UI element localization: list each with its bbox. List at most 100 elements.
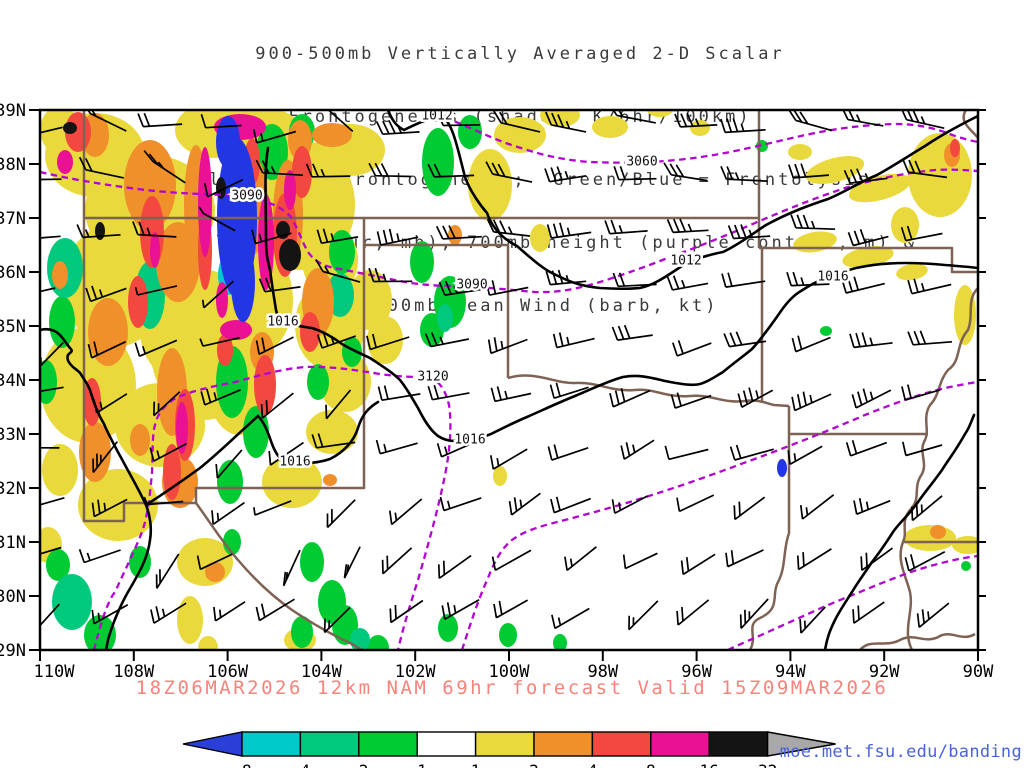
frontogenesis-blob (216, 177, 226, 199)
lon-tick-label: 108W (113, 662, 155, 682)
frontogenesis-blob (216, 116, 240, 168)
wind-barb (427, 163, 475, 178)
frontogenesis-blob (46, 549, 70, 581)
wind-barb (620, 439, 655, 460)
wind-barb (901, 441, 943, 457)
wind-barb (791, 391, 832, 412)
state-border (364, 243, 510, 378)
frontogenesis-blob (788, 144, 812, 160)
wind-barb (435, 225, 482, 240)
wind-barb (87, 111, 127, 132)
wind-barb (438, 280, 481, 296)
wind-barb (196, 553, 233, 571)
colorbar-label: 2 (529, 761, 539, 768)
wind-barb (437, 554, 472, 579)
wind-barb (436, 440, 477, 458)
frontogenesis-blob (198, 636, 218, 649)
wind-barb (676, 599, 710, 626)
wind-barb (255, 336, 294, 356)
wind-barb (841, 276, 885, 294)
wind-barb (550, 496, 592, 514)
wind-barb (41, 603, 60, 626)
colorbar-label: 4 (588, 761, 598, 768)
wind-barb (325, 389, 352, 420)
wind-barb (305, 163, 351, 178)
frontogenesis-blob (243, 406, 269, 458)
wind-barb (613, 166, 657, 181)
wind-barb (676, 494, 715, 513)
mslp-contour-label: 1012 (670, 254, 701, 269)
colorbar-label: -4 (291, 761, 310, 768)
wind-barb (790, 214, 836, 231)
lat-tick-label: 37N (0, 209, 26, 229)
frontogenesis-blob (438, 614, 458, 642)
wind-barb (666, 218, 709, 234)
frontogenesis-blob (176, 402, 188, 454)
frontogenesis-blob (930, 525, 946, 539)
wind-barb (552, 332, 595, 349)
frontogenesis-blob (307, 364, 329, 400)
wind-barb (78, 156, 124, 179)
mslp-contour-label: 1012 (421, 109, 452, 124)
frontogenesis-blob (83, 378, 101, 426)
lat-tick-label: 31N (0, 533, 26, 553)
height-contour (423, 111, 977, 164)
lat-tick-label: 34N (0, 371, 26, 391)
wind-barb (326, 499, 356, 529)
height-contour-label: 3120 (417, 370, 448, 385)
forecast-caption: 18Z06MAR2026 12km NAM 69hr forecast Vali… (135, 677, 889, 699)
wind-barb (485, 280, 529, 296)
colorbar-arrow-left (182, 731, 243, 757)
frontogenesis-blob (205, 562, 225, 582)
height-contour (461, 380, 977, 649)
wind-barb (847, 229, 889, 247)
lat-tick-label: 38N (0, 155, 26, 175)
wind-barb (268, 441, 304, 466)
credit-link[interactable]: moe.met.fsu.edu/banding (779, 742, 1022, 762)
height-contour (41, 168, 977, 294)
mslp-contour-label: 1016 (454, 433, 485, 448)
wind-barb (901, 111, 945, 130)
frontogenesis-blob (952, 536, 977, 554)
wind-barb (666, 275, 709, 291)
mslp-contour (144, 400, 380, 507)
wind-barb (78, 549, 121, 564)
frontogenesis-blob (592, 116, 628, 138)
frontogenesis-blob (279, 239, 301, 271)
title-line-1: 900-500mb Vertically Averaged 2-D Scalar (255, 44, 785, 64)
wind-barb (91, 604, 129, 625)
lon-tick-label: 106W (207, 662, 249, 682)
frontogenesis-blob (262, 456, 322, 508)
wind-barb (720, 165, 768, 182)
frontogenesis-blob (793, 231, 837, 253)
contour-labels: 1012 3060 3090 1012 1016 3090 1016 3120 1016 1016 (229, 109, 851, 472)
frontogenesis-blob (128, 276, 148, 328)
wind-barb (485, 161, 533, 183)
map-interior: 1012 3060 3090 1012 1016 3090 1016 3120 1016 1016 (41, 109, 977, 649)
frontogenesis-blob (842, 246, 894, 268)
frontogenesis-blob (284, 170, 296, 210)
wind-barb (255, 159, 303, 177)
wind-barb (613, 111, 656, 124)
colorbar-group: -8 -4 -2 -1 1 2 4 8 16 32 (182, 731, 836, 768)
wind-barb (93, 393, 128, 414)
wind-barb (203, 178, 244, 198)
state-border (899, 541, 913, 649)
frontogenesis-blob (300, 542, 324, 582)
wind-barb (791, 335, 831, 353)
wind-barb (215, 449, 243, 479)
wind-barb (251, 229, 292, 245)
frontogenesis-blob (306, 410, 358, 454)
colorbar-label: -1 (408, 761, 427, 768)
colorbar-label: 8 (646, 761, 656, 768)
wind-barb (137, 112, 183, 128)
wind-barb (377, 385, 421, 402)
wind-barb (628, 600, 659, 631)
state-border (901, 287, 977, 544)
wind-barb (900, 225, 943, 242)
wind-barb (845, 440, 888, 457)
frontogenesis-blob (530, 224, 550, 252)
wind-barb (260, 392, 294, 419)
frontogenesis-blob (300, 312, 320, 352)
lat-tick-label: 35N (0, 317, 26, 337)
